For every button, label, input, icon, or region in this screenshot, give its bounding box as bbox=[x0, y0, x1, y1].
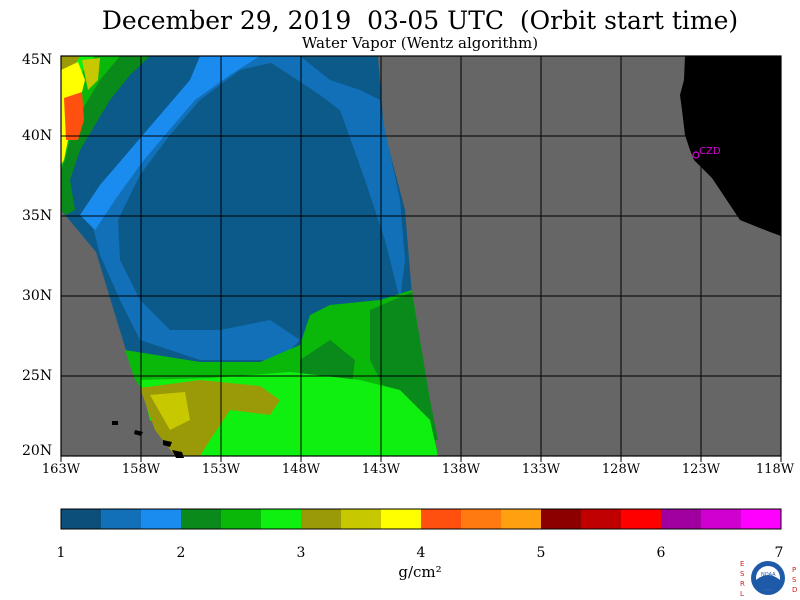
land-california bbox=[680, 56, 781, 236]
colorbar-swatch bbox=[741, 509, 781, 529]
colorbar-swatch bbox=[581, 509, 621, 529]
colorbar-swatch bbox=[101, 509, 141, 529]
lon-label-128w: 128W bbox=[601, 462, 641, 477]
swath-bright-blue-2 bbox=[260, 56, 384, 130]
noaa-logo: E S R L NOAA P S D bbox=[740, 560, 797, 598]
lat-label-45n: 45N bbox=[22, 52, 53, 68]
svg-text:D: D bbox=[792, 586, 797, 594]
colorbar-swatch bbox=[541, 509, 581, 529]
lat-label-35n: 35N bbox=[22, 208, 53, 224]
lon-label-163w: 163W bbox=[41, 462, 81, 477]
colorbar-units: g/cm² bbox=[398, 563, 442, 581]
colorbar-tick-6: 6 bbox=[656, 545, 666, 561]
svg-text:S: S bbox=[740, 570, 745, 578]
map-subtitle: Water Vapor (Wentz algorithm) bbox=[301, 34, 539, 52]
colorbar-frame bbox=[60, 508, 782, 530]
map-title: December 29, 2019 03-05 UTC (Orbit start… bbox=[101, 6, 739, 35]
svg-text:R: R bbox=[740, 580, 745, 588]
lon-label-133w: 133W bbox=[521, 462, 561, 477]
city-label: CZD bbox=[699, 146, 721, 157]
city-marker bbox=[692, 151, 700, 159]
lon-label-158w: 158W bbox=[121, 462, 161, 477]
lat-label-25n: 25N bbox=[22, 368, 53, 384]
swath-bright-blue bbox=[80, 56, 260, 230]
colorbar-swatch bbox=[301, 509, 341, 529]
svg-text:S: S bbox=[792, 576, 797, 584]
lat-label-20n: 20N bbox=[22, 443, 53, 459]
colorbar-swatch bbox=[621, 509, 661, 529]
svg-text:E: E bbox=[740, 560, 744, 568]
lon-label-143w: 143W bbox=[361, 462, 401, 477]
colorbar-swatch bbox=[341, 509, 381, 529]
hawaii-kauai bbox=[112, 421, 118, 425]
dark-green-south bbox=[370, 292, 438, 440]
colorbar-tick-3: 3 bbox=[296, 545, 306, 561]
svg-text:L: L bbox=[740, 590, 744, 598]
colorbar-tick-5: 5 bbox=[536, 545, 546, 561]
svg-text:P: P bbox=[792, 566, 796, 574]
colorbar-swatch bbox=[181, 509, 221, 529]
colorbar-swatch bbox=[701, 509, 741, 529]
lat-label-30n: 30N bbox=[22, 288, 53, 304]
map-frame bbox=[60, 55, 782, 457]
colorbar-swatch bbox=[381, 509, 421, 529]
lat-label-40n: 40N bbox=[22, 128, 53, 144]
lon-label-153w: 153W bbox=[201, 462, 241, 477]
svg-text:NOAA: NOAA bbox=[761, 572, 776, 578]
colorbar-swatch bbox=[661, 509, 701, 529]
swath-blue-band bbox=[90, 56, 300, 360]
hawaii-maui bbox=[163, 440, 172, 447]
colorbar-swatch bbox=[61, 509, 101, 529]
colorbar bbox=[60, 508, 782, 530]
colorbar-swatch bbox=[221, 509, 261, 529]
colorbar-swatch bbox=[501, 509, 541, 529]
colorbar-swatch bbox=[261, 509, 301, 529]
colorbar-swatch bbox=[461, 509, 501, 529]
swath-blue-east bbox=[340, 110, 405, 300]
water-vapor-map bbox=[60, 55, 782, 462]
lon-label-123w: 123W bbox=[681, 462, 721, 477]
lon-label-148w: 148W bbox=[281, 462, 321, 477]
colorbar-tick-2: 2 bbox=[176, 545, 186, 561]
lon-label-138w: 138W bbox=[441, 462, 481, 477]
colorbar-swatch bbox=[141, 509, 181, 529]
yellow-olive-south bbox=[150, 392, 190, 430]
colorbar-tick-7: 7 bbox=[774, 545, 784, 561]
lon-label-118w: 118W bbox=[755, 462, 795, 477]
orange-nw bbox=[64, 92, 84, 140]
graticule bbox=[61, 56, 781, 456]
colorbar-tick-4: 4 bbox=[416, 545, 426, 561]
colorbar-tick-1: 1 bbox=[56, 545, 66, 561]
colorbar-swatch bbox=[421, 509, 461, 529]
yellow-olive-nw bbox=[82, 58, 100, 90]
